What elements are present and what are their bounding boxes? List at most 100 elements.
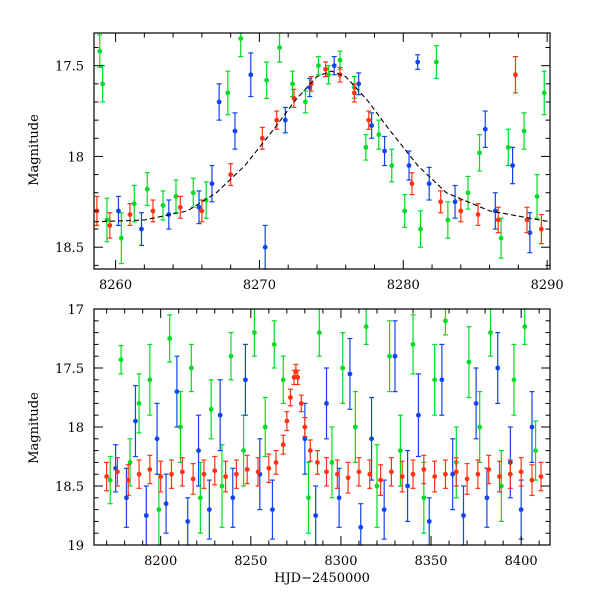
data-point [415,54,421,70]
data-point [169,459,175,489]
data-point [259,126,265,150]
data-point [295,369,301,386]
data-point [262,396,268,458]
top-panel-x-tick-labels: 8260 8270 8280 8290 [99,278,564,293]
data-point [323,61,329,78]
data-point [495,206,501,234]
data-point [232,112,238,150]
data-point [376,119,382,150]
data-point [518,479,524,540]
data-point [505,128,511,167]
data-point [389,148,395,183]
data-point [177,195,183,219]
x-tick-label: 8350 [414,554,447,569]
x-tick-label: 8250 [234,554,267,569]
x-tick-label: 8260 [99,278,132,293]
data-point [219,444,225,528]
data-point [345,461,351,494]
model-curve [93,70,551,223]
data-point [173,179,179,214]
data-point [100,65,106,103]
data-point [486,454,492,485]
data-point [179,457,185,487]
top-panel: 8260 8270 8280 8290 17.5 18 18.5 Magnitude [27,32,564,293]
bottom-panel: 8200 8250 8300 8350 8400 17 17.5 18 18.5 19 Magn… [27,303,551,586]
data-point [442,459,448,489]
data-point [127,203,133,227]
data-point [378,464,384,497]
data-point [374,444,380,528]
data-point [241,414,247,487]
data-point [518,457,524,487]
data-point [415,373,421,458]
data-point [439,343,445,416]
data-point [136,373,142,434]
data-point [230,467,236,528]
data-point [426,166,432,201]
data-point [158,460,164,493]
data-point [450,438,456,511]
data-point [399,460,405,493]
data-point [410,459,416,489]
data-point [405,450,411,523]
data-point [255,457,261,487]
data-point [298,394,304,413]
data-point [347,337,353,410]
data-point [324,457,330,487]
data-point [97,34,103,69]
data-point [492,192,498,230]
data-point [453,457,459,487]
data-point [163,473,169,534]
data-point [498,450,504,523]
data-point [302,90,308,114]
y-tick-label: 19 [67,539,84,554]
data-point [225,70,231,116]
x-tick-label: 8300 [324,554,357,569]
bottom-panel-y-tick-labels: 17 17.5 18 18.5 19 [55,303,84,554]
bottom-panel-x-tick-labels: 8200 8250 8300 8350 8400 [144,554,538,569]
data-point [409,172,415,196]
data-point [228,332,234,381]
data-point [174,355,180,428]
data-point [352,391,358,463]
data-point [367,459,373,489]
data-point [406,150,412,181]
data-point [206,479,212,540]
data-point [533,420,539,481]
data-point [315,55,321,76]
data-point [248,52,254,98]
data-point [534,174,540,219]
data-point [138,212,144,246]
y-tick-label: 18 [67,150,84,165]
data-point [125,464,131,497]
data-point [282,106,288,134]
data-point [188,343,194,393]
top-panel-y-tick-labels: 17.5 18 18.5 [55,60,84,257]
data-point [356,72,362,96]
data-point [190,177,196,208]
data-point [104,197,110,243]
data-point [244,454,250,485]
data-point [199,199,205,223]
data-point [305,461,311,534]
data-point [147,454,153,485]
top-panel-y-axis-label: Magnitude [27,114,42,186]
data-point [477,134,483,172]
data-point [196,414,202,487]
top-panel-model-layer [93,70,551,223]
y-tick-label: 18 [67,421,84,436]
data-point [314,450,320,475]
data-point [464,462,470,495]
data-point [273,450,279,475]
data-point [340,332,346,404]
data-point [287,388,293,407]
data-point [477,391,483,463]
data-point [524,206,530,234]
data-point [144,172,150,207]
data-point [269,479,275,540]
data-point [388,457,394,487]
data-point [538,213,544,245]
top-panel-frame [93,32,551,270]
x-tick-label: 8270 [243,278,276,293]
